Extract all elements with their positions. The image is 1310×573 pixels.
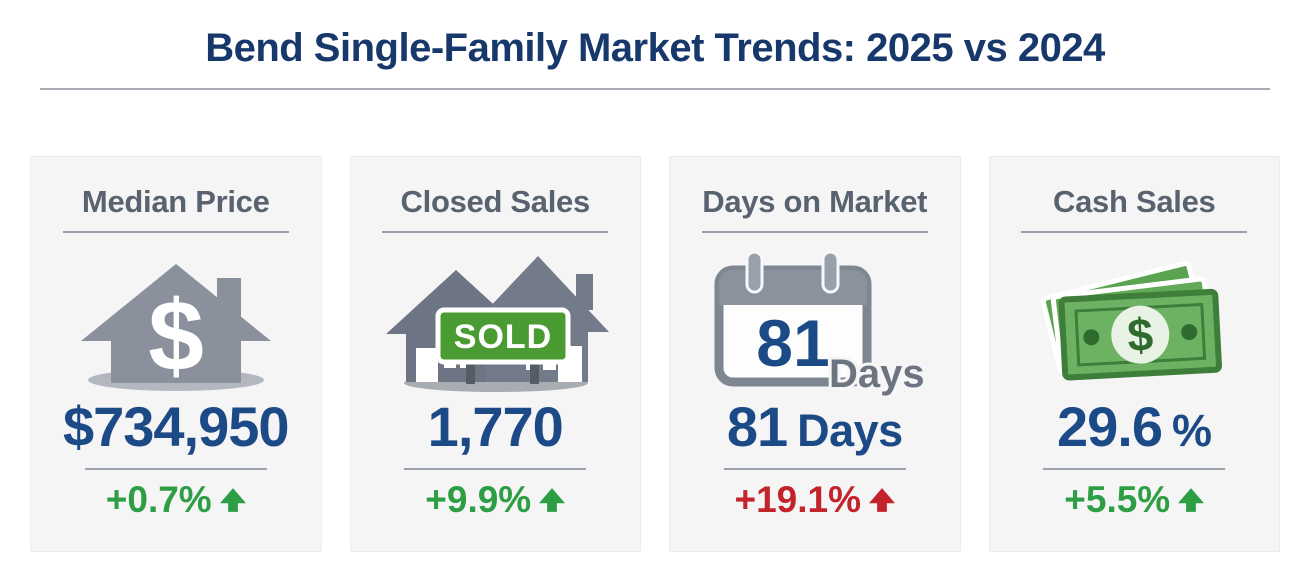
up-arrow-icon bbox=[869, 487, 896, 512]
card-median-price: Median Price $ $734,950 +0.7% bbox=[30, 156, 322, 552]
metric-value: 29.6 % bbox=[990, 399, 1280, 455]
card-cash-sales: Cash Sales $ bbox=[988, 156, 1280, 552]
up-arrow-icon bbox=[219, 487, 246, 512]
metric-cards-row: Median Price $ $734,950 +0.7% bbox=[30, 156, 1280, 552]
up-arrow-icon bbox=[1178, 487, 1205, 512]
card-label-divider bbox=[62, 231, 289, 233]
dollar-glyph: $ bbox=[148, 280, 204, 392]
value-divider bbox=[84, 468, 267, 470]
cash-bills-icon: $ bbox=[990, 243, 1280, 395]
metric-value: 81 Days bbox=[670, 399, 960, 455]
up-arrow-icon bbox=[539, 487, 566, 512]
page-title: Bend Single-Family Market Trends: 2025 v… bbox=[205, 26, 1105, 70]
yoy-change: +19.1% bbox=[734, 479, 896, 520]
sold-sign-text: SOLD bbox=[454, 318, 552, 356]
header-divider bbox=[40, 88, 1270, 90]
card-label: Cash Sales bbox=[1053, 184, 1216, 219]
card-label-divider bbox=[382, 231, 609, 233]
calendar-number: 81 bbox=[756, 306, 829, 380]
value-divider bbox=[723, 468, 906, 470]
yoy-change-text: +0.7% bbox=[105, 479, 212, 520]
calendar-unit: Days bbox=[829, 352, 925, 396]
metric-value-main: 29.6 bbox=[1056, 395, 1163, 458]
metric-value: 1,770 bbox=[351, 399, 641, 455]
yoy-change: +5.5% bbox=[1064, 479, 1205, 520]
yoy-change-text: +5.5% bbox=[1064, 479, 1171, 520]
infographic-root: Bend Single-Family Market Trends: 2025 v… bbox=[0, 26, 1310, 573]
metric-value-main: 1,770 bbox=[427, 395, 564, 458]
yoy-change-text: +9.9% bbox=[425, 479, 532, 520]
house-dollar-icon: $ bbox=[31, 243, 321, 395]
card-label: Days on Market bbox=[702, 184, 928, 219]
metric-value: $734,950 bbox=[31, 399, 321, 455]
bill-dollar-glyph: $ bbox=[1126, 308, 1154, 361]
metric-value-suffix: % bbox=[1171, 405, 1212, 456]
card-label: Median Price bbox=[81, 184, 270, 219]
card-days-on-market: Days on Market 81 Days 81 Days +19 bbox=[669, 156, 961, 552]
value-divider bbox=[404, 468, 587, 470]
metric-value-suffix: Days bbox=[797, 405, 903, 456]
yoy-change: +0.7% bbox=[106, 481, 246, 518]
card-label-divider bbox=[701, 231, 928, 233]
calendar-icon: 81 Days bbox=[670, 243, 960, 399]
metric-value-main: $734,950 bbox=[62, 395, 290, 458]
yoy-change-text: +19.1% bbox=[734, 479, 862, 520]
value-divider bbox=[1043, 468, 1226, 470]
sold-houses-icon: SOLD bbox=[351, 243, 641, 395]
metric-value-main: 81 bbox=[726, 395, 788, 458]
card-label-divider bbox=[1021, 231, 1248, 233]
yoy-change: +9.9% bbox=[425, 479, 566, 520]
card-label: Closed Sales bbox=[400, 184, 591, 219]
card-closed-sales: Closed Sales bbox=[349, 156, 641, 552]
